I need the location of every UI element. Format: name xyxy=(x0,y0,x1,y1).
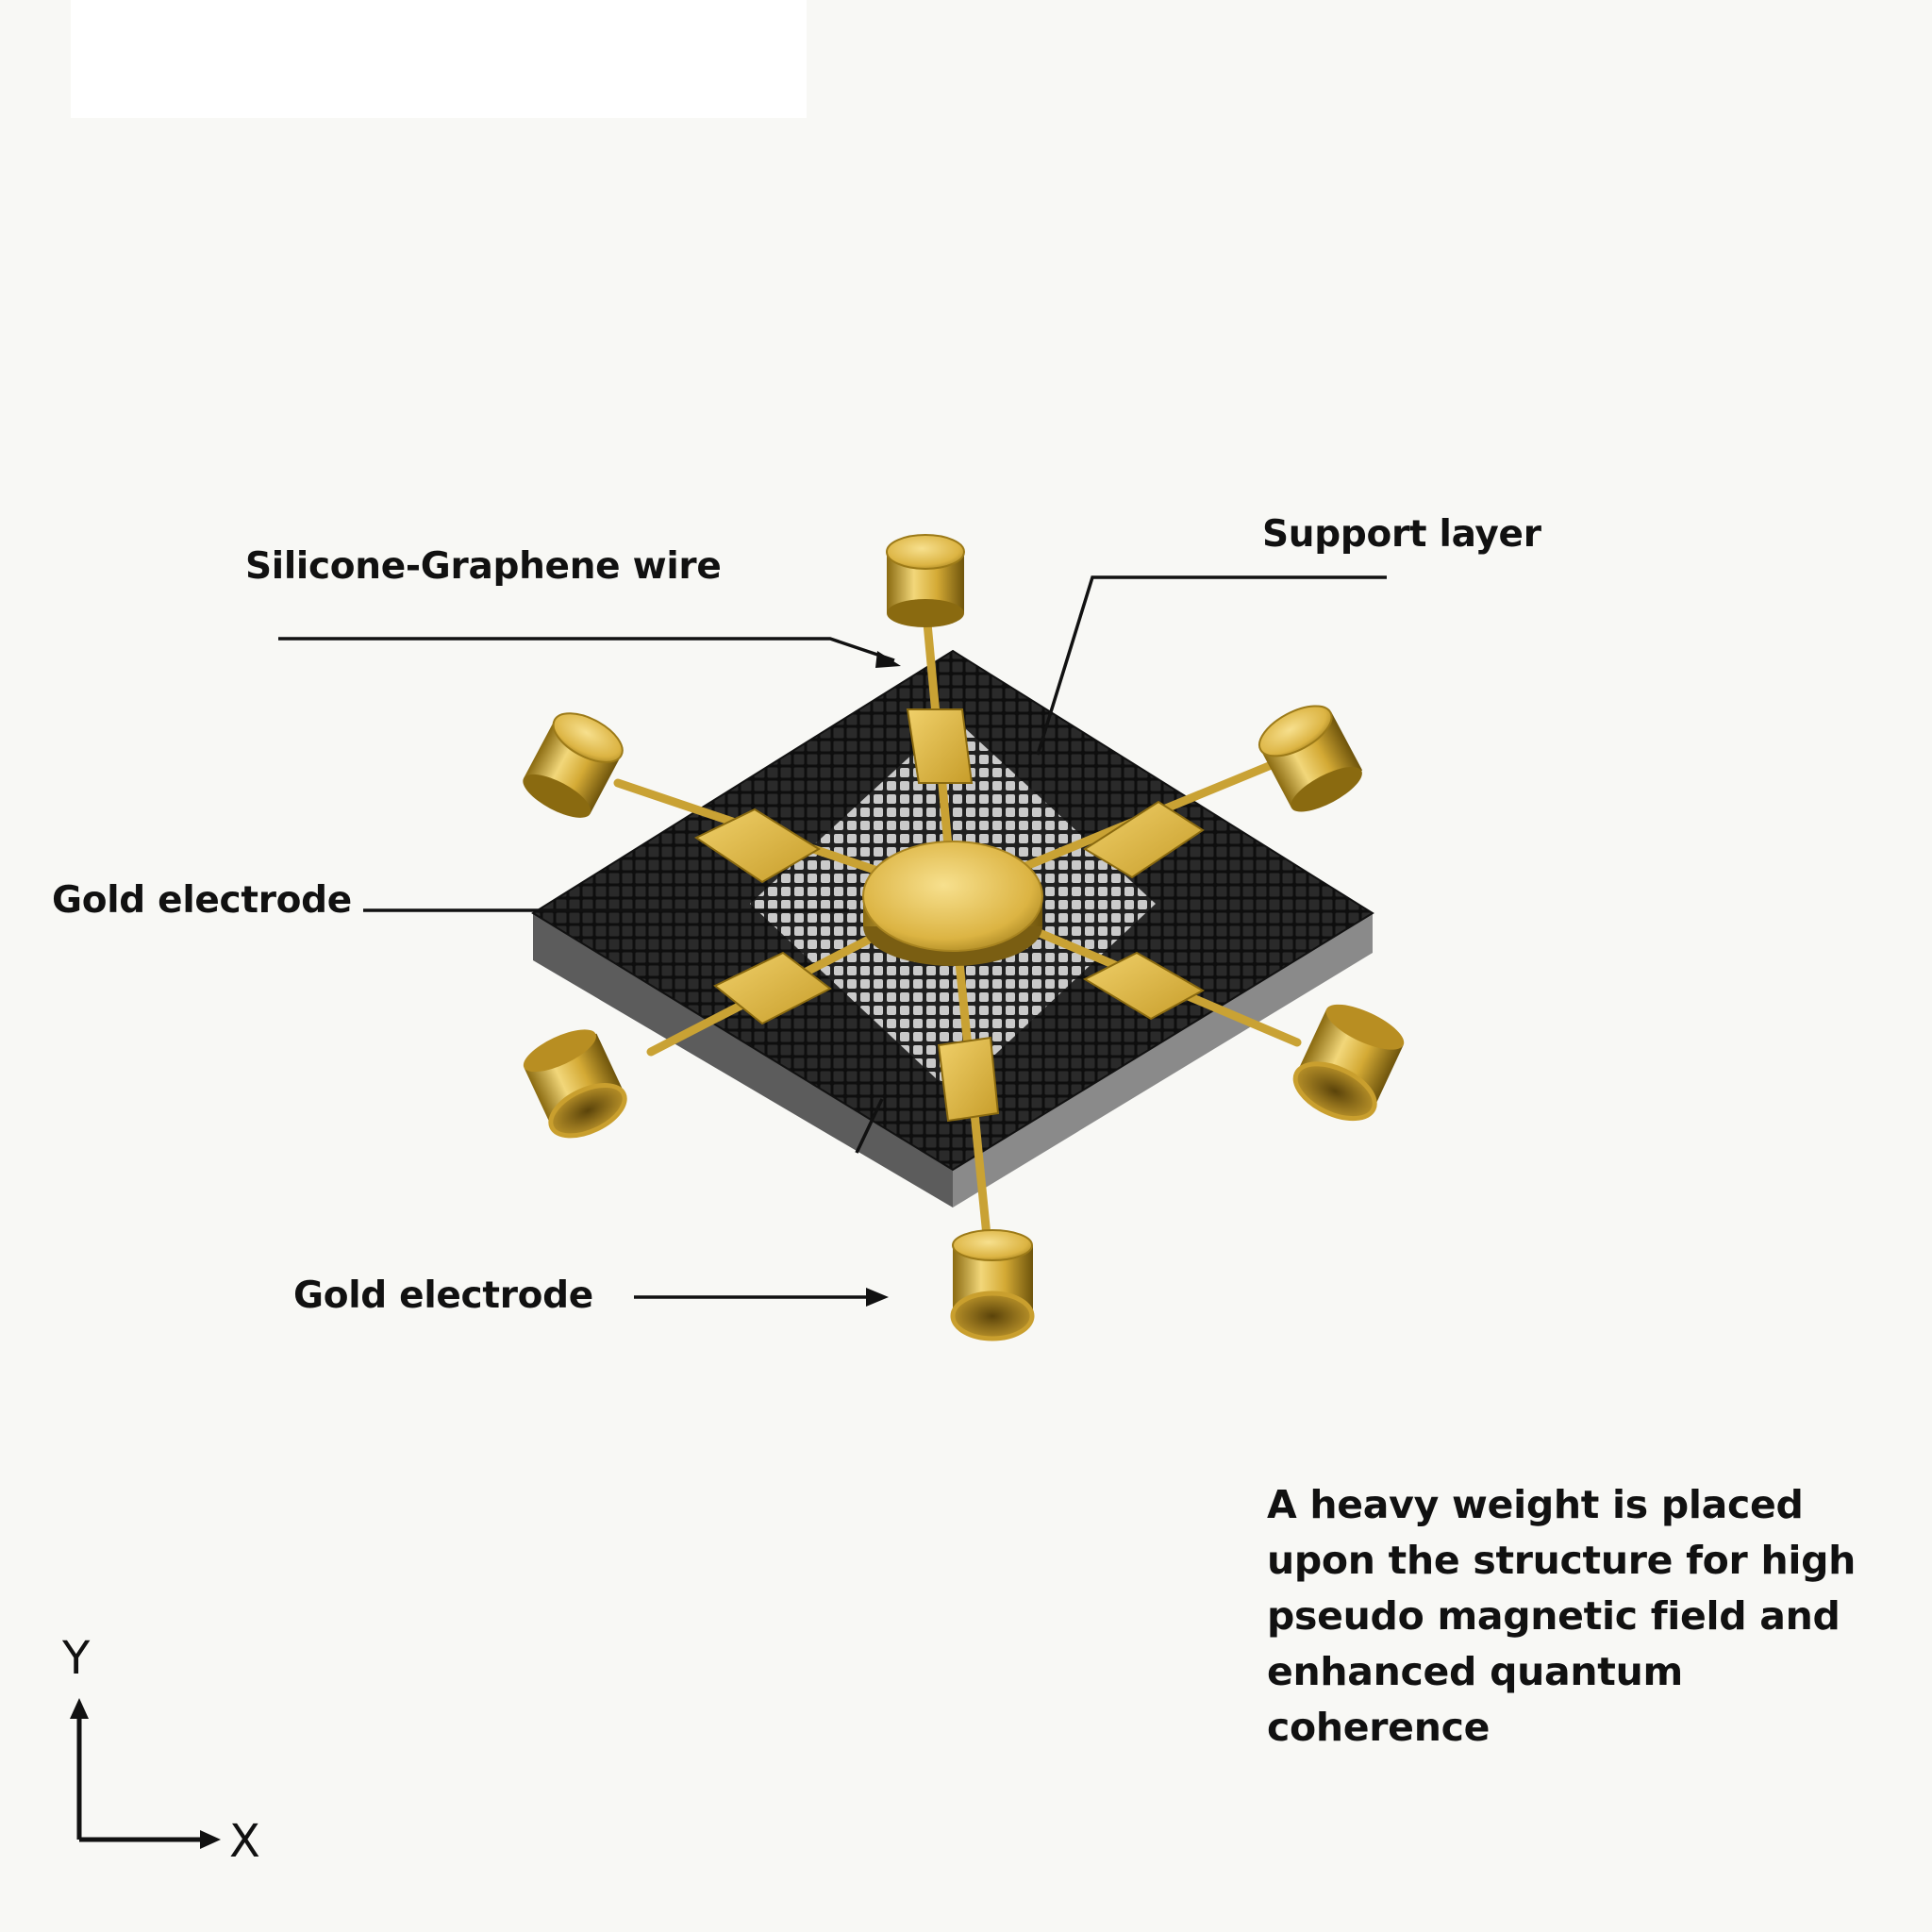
pad-top xyxy=(906,708,974,784)
substrate-side-left xyxy=(533,913,953,1208)
axis-indicator xyxy=(76,1712,208,1842)
weight-note: A heavy weight is placed upon the struct… xyxy=(1267,1482,1857,1750)
support-layer-label: Support layer xyxy=(1262,513,1541,556)
gold-electrode-lower-right xyxy=(1292,1004,1405,1122)
wire-arrowhead xyxy=(875,651,901,668)
pad-bottom xyxy=(937,1036,1000,1123)
central-gold-disc xyxy=(862,841,1043,966)
pad-lower-right xyxy=(1082,951,1206,1021)
wire-label: Silicone-Graphene wire xyxy=(245,545,722,588)
blank-header-area xyxy=(71,0,807,118)
gold-electrode-lower-left xyxy=(523,1029,627,1139)
wire-leader-line xyxy=(278,637,895,662)
gold-electrode-top xyxy=(886,534,965,627)
x-axis-arrowhead xyxy=(200,1830,221,1849)
y-axis-label: Y xyxy=(62,1632,91,1685)
support-leader-line xyxy=(1036,575,1387,756)
gold-electrode-upper-left xyxy=(523,712,624,818)
x-axis-label: X xyxy=(229,1815,260,1868)
gold-electrode-upper-right xyxy=(1258,705,1363,812)
gold-electrode-bottom xyxy=(950,1229,1035,1341)
pad-upper-right xyxy=(1083,800,1205,879)
substrate-side-right xyxy=(953,913,1373,1208)
pad-lower-left xyxy=(713,951,832,1025)
electrode-bottom-arrowhead xyxy=(866,1288,889,1307)
electrode-pads xyxy=(693,708,1206,1123)
pad-upper-left xyxy=(693,808,821,884)
substrate-leader-line xyxy=(855,1098,884,1154)
gold-electrode-left-label: Gold electrode xyxy=(52,879,352,922)
y-axis-arrowhead xyxy=(70,1698,89,1719)
gold-electrode-bottom-label: Gold electrode xyxy=(293,1274,593,1317)
